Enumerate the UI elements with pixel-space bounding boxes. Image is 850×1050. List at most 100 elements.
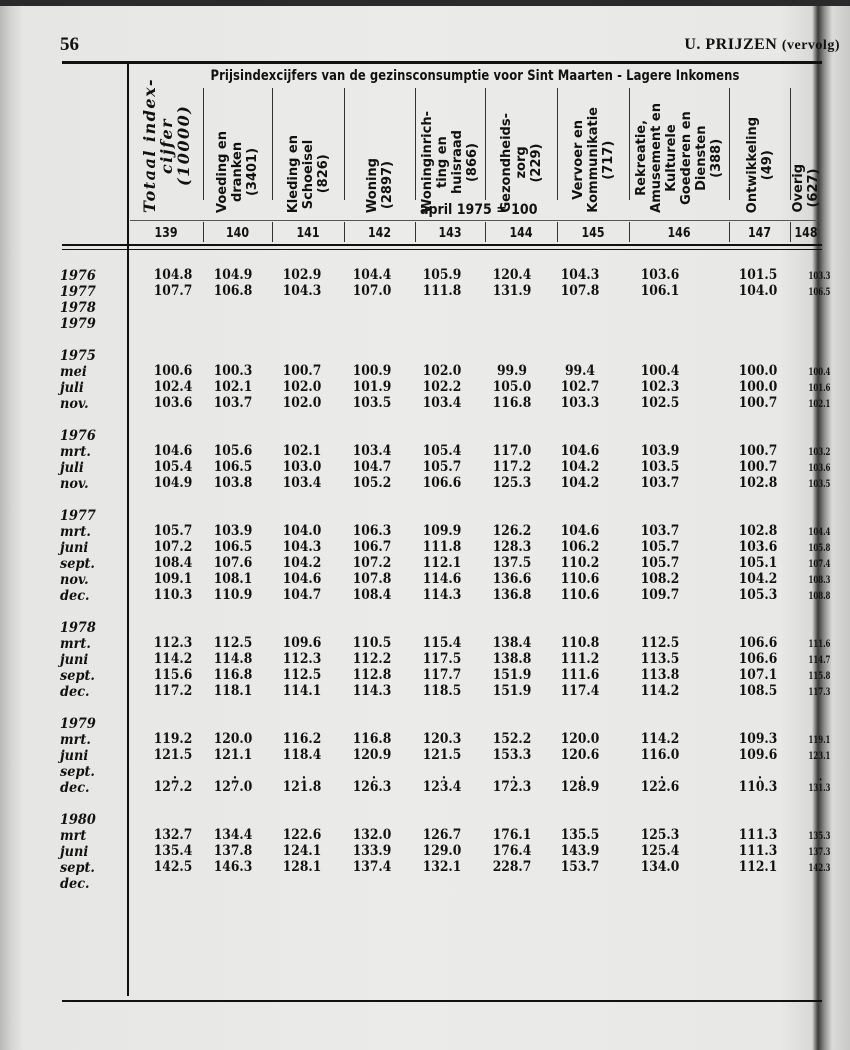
table-cell: 103.3 bbox=[808, 271, 831, 282]
table-cell: 111.8 bbox=[422, 539, 462, 555]
table-cell: 112.5 bbox=[282, 667, 322, 683]
table-cell: 106.8 bbox=[213, 283, 253, 299]
table-cell: 117.7 bbox=[422, 667, 462, 683]
column-header-line: huisraad bbox=[450, 130, 465, 194]
table-title: Prijsindexcijfers van de gezinsconsumpti… bbox=[210, 68, 740, 84]
table-cell: 118.1 bbox=[213, 683, 253, 699]
table-cell: 104.7 bbox=[282, 587, 322, 603]
table-cell: 102.8 bbox=[738, 523, 778, 539]
table-cell: 104.2 bbox=[560, 475, 600, 491]
row-label: 1977 bbox=[60, 284, 96, 300]
table-cell: 117.3 bbox=[808, 687, 831, 698]
table-cell: 101.9 bbox=[352, 379, 392, 395]
table-cell: 122.6 bbox=[282, 827, 322, 843]
table-cell: 104.2 bbox=[282, 555, 322, 571]
row-label: 1978 bbox=[60, 300, 96, 316]
table-cell: 129.0 bbox=[422, 843, 462, 859]
table-cell: 116.8 bbox=[213, 667, 253, 683]
table-cell: 111.3 bbox=[738, 843, 778, 859]
column-number: 142 bbox=[367, 226, 392, 241]
table-cell: 176.1 bbox=[492, 827, 532, 843]
column-header-line: Vervoer en bbox=[570, 120, 586, 201]
table-cell: 127.0 bbox=[207, 770, 260, 795]
table-cell: 106.6 bbox=[738, 651, 778, 667]
table-cell: 137.8 bbox=[213, 843, 253, 859]
table-cell: 105.7 bbox=[153, 523, 193, 539]
table-cell: 123.1 bbox=[808, 751, 831, 762]
column-divider bbox=[203, 88, 204, 200]
table-cell: 120.6 bbox=[560, 747, 600, 763]
column-header-line: Ontwikkeling bbox=[744, 116, 760, 213]
table-cell: 112.3 bbox=[282, 651, 322, 667]
row-label: sept. bbox=[60, 764, 95, 780]
column-header-line: Kommunikatie bbox=[585, 107, 601, 213]
column-header-text: Ontwikkeling (49) bbox=[745, 117, 775, 213]
table-cell: 104.9 bbox=[153, 475, 193, 491]
table-cell: 138.8 bbox=[492, 651, 532, 667]
table-cell: 101.6 bbox=[808, 383, 831, 394]
column-header-line: Diensten bbox=[694, 125, 709, 191]
row-label: 1976 bbox=[60, 268, 96, 284]
table-cell: 110.5 bbox=[352, 635, 392, 651]
table-cell: 100.7 bbox=[738, 395, 778, 411]
row-label: juli bbox=[60, 460, 84, 476]
table-cell: 114.1 bbox=[282, 683, 322, 699]
table-cell: 104.8 bbox=[153, 267, 193, 283]
column-number: 139 bbox=[154, 226, 178, 241]
table-cell: 121.8 bbox=[276, 770, 329, 795]
table-cell: 100.9 bbox=[352, 363, 392, 379]
table-cell: 104.6 bbox=[560, 523, 600, 539]
row-label: dec. bbox=[60, 684, 90, 700]
table-cell: 103.4 bbox=[352, 443, 392, 459]
table-cell: 107.6 bbox=[213, 555, 253, 571]
table-cell: 104.6 bbox=[560, 443, 600, 459]
table-cell: 106.6 bbox=[738, 635, 778, 651]
column-header-text: Kleding en Schoeisel (826) bbox=[286, 135, 331, 213]
column-header-text: Gezondheids-zorg (229) bbox=[499, 113, 544, 213]
row-label: nov. bbox=[60, 396, 89, 412]
column-header-line: Goederen en bbox=[679, 111, 694, 205]
table-cell: 116.0 bbox=[640, 747, 680, 763]
table-cell: 136.6 bbox=[492, 571, 532, 587]
table-cell: 103.6 bbox=[808, 463, 831, 474]
table-cell: 103.7 bbox=[213, 395, 253, 411]
table-cell: 100.7 bbox=[738, 459, 778, 475]
table-cell: 142.5 bbox=[153, 859, 193, 875]
table-cell: 153.7 bbox=[560, 859, 600, 875]
column-header-text: Rekreatie, Amusement en Kulturele Goederen … bbox=[634, 103, 724, 213]
row-label: sept. bbox=[60, 860, 95, 876]
table-cell: 124.1 bbox=[282, 843, 322, 859]
header-rule-2 bbox=[62, 249, 822, 250]
table-cell: 110.6 bbox=[560, 571, 600, 587]
table-cell: 105.4 bbox=[153, 459, 193, 475]
scan-edge bbox=[0, 0, 850, 6]
row-label: mrt bbox=[60, 828, 87, 844]
table-cell: 110.3 bbox=[732, 770, 785, 795]
table-cell: 128.1 bbox=[282, 859, 322, 875]
table-cell: 114.2 bbox=[640, 731, 680, 747]
row-label: juli bbox=[60, 380, 84, 396]
table-cell: 103.4 bbox=[282, 475, 322, 491]
column-number: 144 bbox=[509, 226, 533, 241]
table-cell: 137.3 bbox=[808, 847, 831, 858]
column-header-text: Woninginrich-ting en huisraad (866) bbox=[420, 111, 480, 213]
table-cell: 116.8 bbox=[352, 731, 392, 747]
table-cell: 107.8 bbox=[352, 571, 392, 587]
column-number-divider bbox=[557, 222, 558, 242]
table-cell: 131.9 bbox=[492, 283, 532, 299]
column-header: Woning (2897) bbox=[344, 88, 415, 213]
table-cell: 137.5 bbox=[492, 555, 532, 571]
table-cell: 102.4 bbox=[153, 379, 193, 395]
table-cell: 126.3 bbox=[346, 770, 399, 795]
header-rule-1 bbox=[62, 244, 822, 246]
table-cell: 128.9 bbox=[554, 770, 607, 795]
table-cell: 106.2 bbox=[560, 539, 600, 555]
table-cell: 151.9 bbox=[492, 667, 532, 683]
row-label: juni bbox=[60, 652, 89, 668]
table-cell: 105.7 bbox=[422, 459, 462, 475]
table-cell: 105.2 bbox=[352, 475, 392, 491]
table-cell: 125.3 bbox=[640, 827, 680, 843]
column-number-divider bbox=[203, 222, 204, 242]
table-cell: 151.9 bbox=[492, 683, 532, 699]
table-cell: 110.8 bbox=[560, 635, 600, 651]
